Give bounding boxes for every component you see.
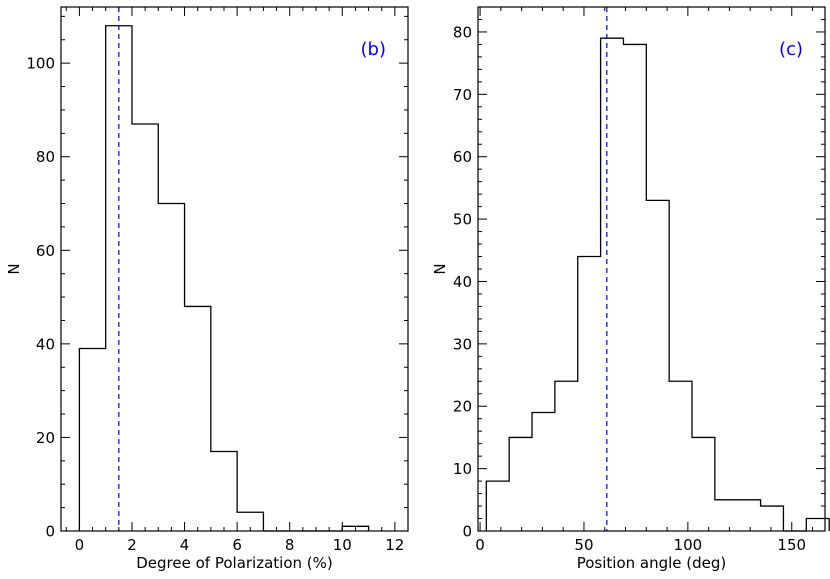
histogram-bar bbox=[601, 38, 624, 531]
plot-frame bbox=[477, 6, 826, 532]
histogram-outline bbox=[78, 25, 370, 532]
plot-frame bbox=[60, 6, 409, 532]
y-tick-label: 100 bbox=[26, 55, 55, 73]
x-tick-label: 4 bbox=[180, 536, 190, 554]
y-axis-label: N bbox=[431, 263, 449, 274]
x-tick-label: 150 bbox=[777, 536, 806, 554]
y-tick-label: 60 bbox=[36, 242, 55, 260]
histogram-bar bbox=[79, 349, 105, 531]
y-tick-label: 70 bbox=[453, 86, 472, 104]
histogram-bar bbox=[486, 481, 509, 531]
y-tick-label: 50 bbox=[453, 211, 472, 229]
y-tick-label: 0 bbox=[45, 523, 55, 541]
y-tick-label: 80 bbox=[453, 23, 472, 41]
histogram-bar bbox=[578, 257, 601, 531]
x-tick-label: 2 bbox=[127, 536, 137, 554]
histogram-bar bbox=[623, 44, 646, 531]
x-tick-label: 50 bbox=[574, 536, 593, 554]
x-tick-label: 0 bbox=[475, 536, 485, 554]
y-tick-label: 60 bbox=[453, 148, 472, 166]
histogram-bar bbox=[532, 412, 555, 531]
y-tick-label: 40 bbox=[36, 335, 55, 353]
histogram-bar bbox=[738, 500, 761, 531]
y-tick-label: 80 bbox=[36, 148, 55, 166]
x-tick-label: 12 bbox=[385, 536, 404, 554]
y-tick-label: 0 bbox=[462, 523, 472, 541]
histogram-bar bbox=[692, 437, 715, 531]
x-tick-label: 10 bbox=[333, 536, 352, 554]
histogram-bar bbox=[132, 124, 158, 531]
histogram-outline bbox=[485, 37, 830, 532]
histogram-bar bbox=[806, 519, 829, 531]
x-tick-label: 8 bbox=[285, 536, 295, 554]
histogram-panel-c: 0 10 20 30 40 50 60 70 80 0 50 100 150 Position angle… bbox=[431, 6, 830, 572]
histogram-panel-b: 0 20 40 60 80 100 0 2 4 6 8 10 12 Degree of Polarizat… bbox=[5, 6, 409, 572]
y-tick-label: 20 bbox=[453, 398, 472, 416]
x-tick-label: 100 bbox=[674, 536, 703, 554]
histogram-bar bbox=[185, 306, 211, 531]
y-tick-label: 40 bbox=[453, 273, 472, 291]
histogram-bar bbox=[158, 204, 184, 532]
histogram-bar bbox=[715, 500, 738, 531]
y-axis-label: N bbox=[5, 263, 23, 274]
histogram-bar bbox=[669, 381, 692, 531]
y-tick-label: 30 bbox=[453, 335, 472, 353]
x-tick-label: 6 bbox=[232, 536, 242, 554]
y-tick-label: 20 bbox=[36, 429, 55, 447]
x-tick-label: 0 bbox=[75, 536, 85, 554]
y-tick-label: 10 bbox=[453, 460, 472, 478]
x-axis-label: Position angle (deg) bbox=[577, 554, 727, 572]
histogram-bar bbox=[646, 200, 669, 531]
x-axis-label: Degree of Polarization (%) bbox=[136, 554, 333, 572]
histogram-bar bbox=[761, 506, 784, 531]
panel-label: (c) bbox=[779, 39, 803, 60]
panel-label: (b) bbox=[361, 39, 386, 60]
histogram-bar bbox=[509, 437, 532, 531]
histogram-bar bbox=[555, 381, 578, 531]
histogram-bar bbox=[211, 451, 237, 531]
